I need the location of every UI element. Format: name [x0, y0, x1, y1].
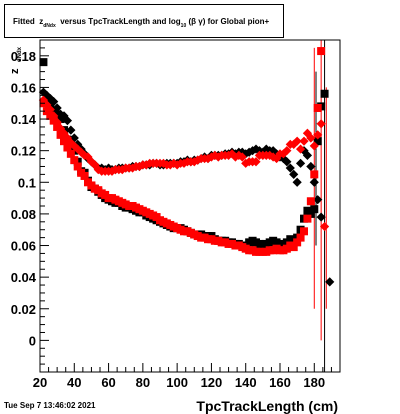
data-point: [282, 157, 292, 167]
timestamp: Tue Sep 7 13:46:02 2021: [4, 401, 96, 410]
title-log-sub: 10: [180, 23, 187, 29]
data-point: [237, 152, 247, 162]
title-beta-gamma: (β γ): [188, 17, 206, 26]
data-point: [300, 227, 308, 236]
data-point: [310, 205, 319, 214]
data-point: [309, 177, 319, 187]
data-point: [302, 150, 313, 161]
data-point: [268, 146, 278, 156]
data-point: [317, 47, 326, 56]
plot-frame: [39, 39, 341, 373]
data-point: [60, 137, 68, 146]
x-tick-label: 140: [235, 375, 257, 390]
data-point: [292, 136, 302, 146]
y-tick-label: 0.06: [11, 239, 36, 254]
data-point: [319, 221, 330, 232]
y-tick-label: 0: [29, 333, 36, 348]
x-tick-label: 20: [33, 375, 47, 390]
data-point: [296, 233, 305, 242]
title-middle: versus TpcTrackLength and log: [60, 17, 181, 26]
title-box: Fitted zdNdx versus TpcTrackLength and l…: [4, 4, 284, 38]
data-point: [49, 116, 58, 125]
y-tick-label: 0.14: [11, 112, 37, 127]
data-point: [73, 162, 82, 171]
data-point: [282, 146, 292, 156]
y-axis-label-sub: dNdx: [17, 46, 22, 62]
data-point: [303, 214, 312, 223]
data-point: [306, 161, 316, 172]
x-tick-label: 80: [136, 375, 150, 390]
title-suffix: for Global pion+: [207, 17, 270, 26]
data-point: [38, 87, 49, 97]
data-point: [56, 130, 65, 139]
data-point: [306, 209, 315, 218]
title-z: z: [39, 17, 44, 26]
data-point: [320, 89, 329, 98]
data-point: [285, 163, 295, 173]
data-point: [63, 143, 72, 152]
data-point: [289, 169, 299, 179]
x-tick-label: 180: [303, 375, 325, 390]
data-point: [302, 128, 313, 138]
data-point: [53, 122, 62, 131]
data-point: [309, 141, 319, 151]
data-point: [254, 146, 265, 156]
data-point: [295, 158, 306, 168]
plot-axes: 20 40 60 80 100 120 140 160 180 0 0.02 0.04 0.06 0.08…: [11, 39, 341, 390]
y-tick-label: 0.08: [11, 207, 36, 222]
y-tick-label: 0.04: [11, 270, 37, 285]
x-tick-label: 40: [67, 375, 81, 390]
y-axis-label-main: z: [9, 68, 21, 74]
x-tick-label: 160: [269, 375, 291, 390]
data-point: [66, 125, 76, 135]
data-point: [306, 133, 316, 143]
y-tick-label: 0.12: [11, 144, 36, 159]
data-point: [62, 116, 73, 126]
data-point: [316, 119, 326, 129]
y-tick-label: 0.18: [11, 49, 36, 64]
data-point: [313, 195, 323, 205]
data-point: [289, 243, 298, 252]
data-point: [313, 137, 322, 146]
data-point: [292, 177, 302, 187]
chart-title: Fitted zdNdx versus TpcTrackLength and l…: [13, 17, 270, 29]
data-point: [39, 58, 48, 67]
data-point: [107, 166, 117, 176]
data-point: [316, 212, 326, 222]
title-z-sub: dNdx: [43, 23, 56, 29]
data-point: [70, 156, 79, 165]
x-axis-label: TpcTrackLength (cm): [196, 398, 338, 414]
y-tick-label: 0.16: [11, 80, 36, 95]
data-point: [80, 171, 89, 180]
data-point: [247, 146, 258, 156]
data-point: [268, 152, 278, 162]
data-point: [313, 130, 323, 140]
data-point: [313, 103, 322, 112]
y-axis-label: z dNdx: [4, 40, 23, 74]
x-tick-label: 120: [201, 375, 223, 390]
plot-markers: [38, 40, 335, 372]
data-point: [251, 157, 261, 167]
data-point: [310, 170, 319, 179]
data-point: [295, 144, 306, 154]
data-point: [53, 110, 62, 119]
data-point: [46, 111, 55, 120]
title-prefix: Fitted: [13, 17, 35, 26]
y-axis-label-svg: z dNdx: [9, 46, 23, 74]
data-point: [56, 115, 65, 124]
y-tick-label: 0.02: [11, 302, 36, 317]
data-point: [66, 149, 75, 158]
data-point: [325, 277, 335, 287]
x-tick-label: 100: [166, 375, 188, 390]
data-point: [293, 238, 302, 247]
data-point: [42, 107, 51, 116]
y-tick-label: 0.1: [18, 175, 36, 190]
data-point: [299, 136, 309, 146]
data-point: [306, 197, 315, 206]
x-tick-label: 60: [101, 375, 115, 390]
data-point: [278, 149, 289, 159]
